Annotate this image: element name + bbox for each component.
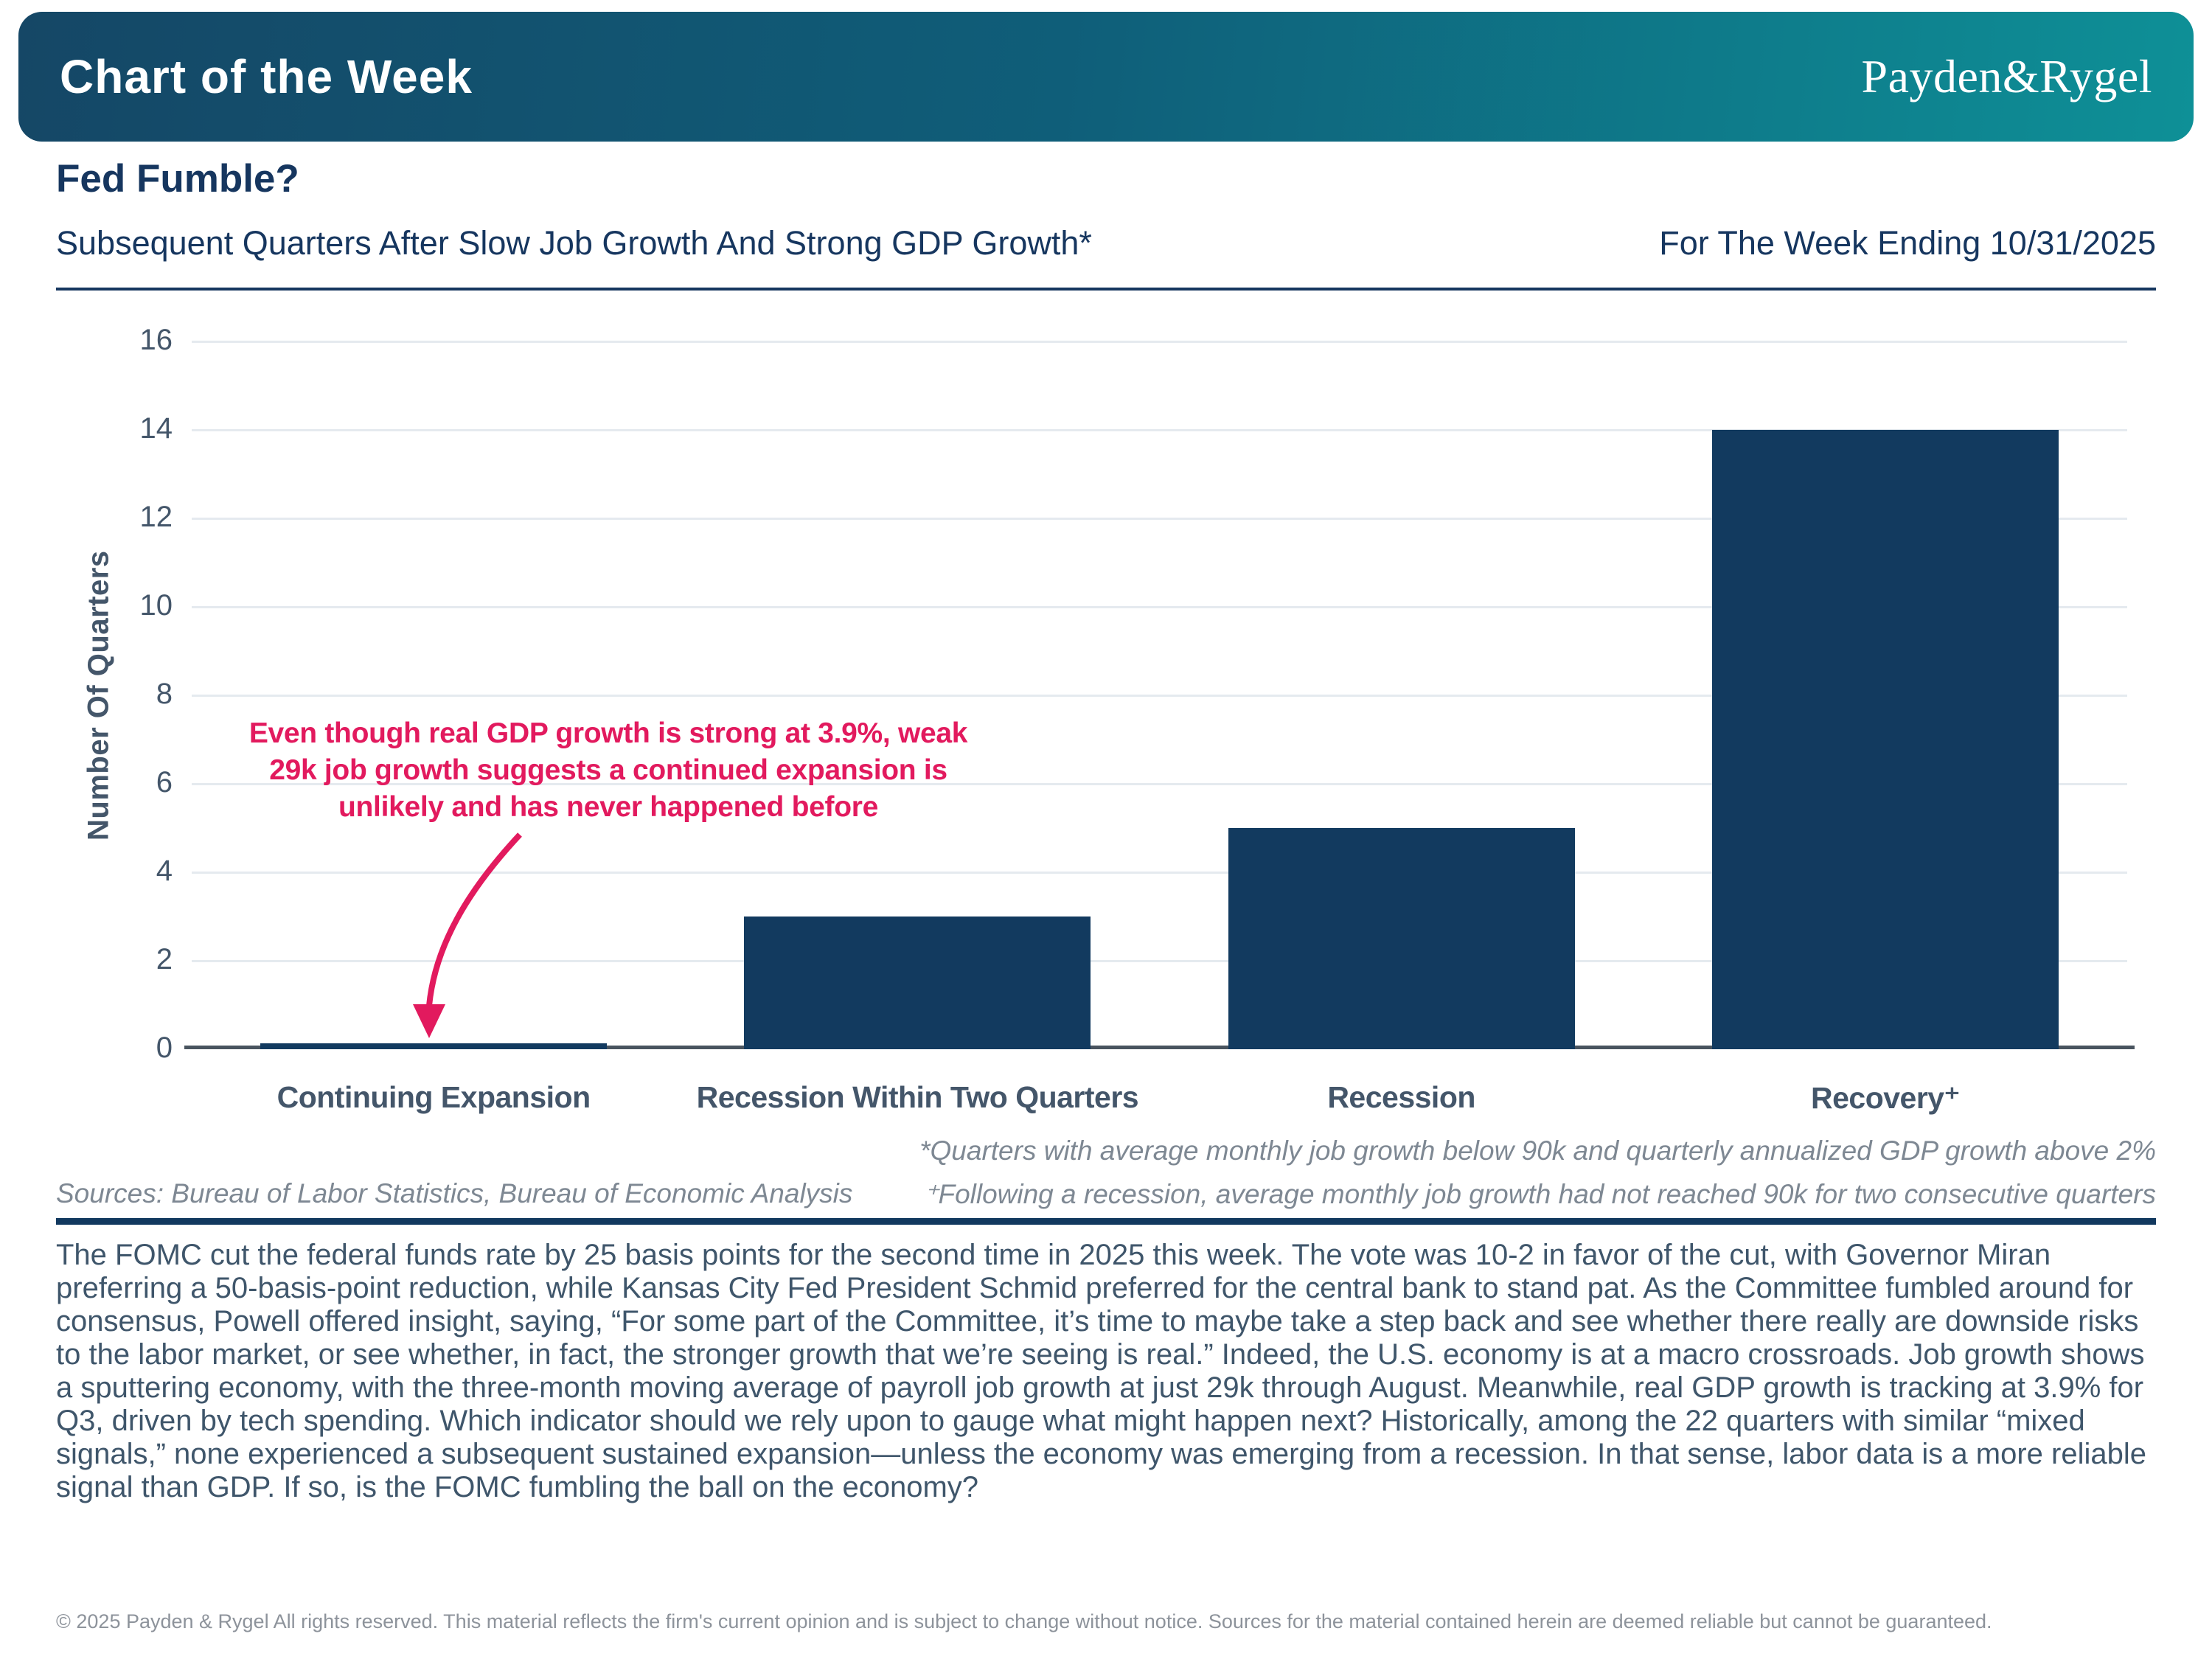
y-tick-label-16: 16 (139, 324, 173, 356)
category-label-4: Recovery⁺ (1810, 1081, 1960, 1115)
gridline-10 (192, 606, 2127, 608)
week-ending-date: For The Week Ending 10/31/2025 (1659, 224, 2156, 262)
header-banner: Chart of the Week Payden&Rygel (18, 12, 2194, 142)
category-label-3: Recession (1327, 1080, 1475, 1114)
payden-rygel-logo: Payden&Rygel (1861, 50, 2152, 102)
banner-title: Chart of the Week (60, 50, 473, 103)
footnote-asterisk: *Quarters with average monthly job growt… (919, 1135, 2156, 1166)
y-tick-label-6: 6 (156, 766, 173, 799)
annotation-line-1: Even though real GDP growth is strong at… (248, 717, 968, 749)
annotation-line-3: unlikely and has never happened before (338, 791, 878, 823)
annotation-line-2: 29k job growth suggests a continued expa… (269, 754, 947, 786)
annotation-arrow-icon (413, 832, 522, 1038)
y-tick-label-0: 0 (156, 1032, 173, 1064)
chart-subtitle: Subsequent Quarters After Slow Job Growt… (56, 224, 1092, 262)
gridline-12 (192, 518, 2127, 520)
y-tick-label-14: 14 (139, 412, 173, 445)
header-divider (56, 288, 2156, 291)
bar-3 (1228, 828, 1575, 1049)
bar-1 (260, 1043, 608, 1049)
y-tick-label-8: 8 (156, 678, 173, 710)
chart-annotation: Even though real GDP growth is strong at… (203, 715, 1014, 826)
page-title: Fed Fumble? (56, 157, 299, 201)
bar-4 (1711, 430, 2059, 1049)
sources-line: Sources: Bureau of Labor Statistics, Bur… (56, 1178, 853, 1208)
footnote-plus: ⁺Following a recession, average monthly … (923, 1179, 2156, 1209)
category-label-2: Recession Within Two Quarters (696, 1080, 1139, 1114)
body-divider (56, 1218, 2156, 1225)
gridline-8 (192, 695, 2127, 697)
y-tick-label-10: 10 (139, 589, 173, 622)
copyright-line: © 2025 Payden & Rygel All rights reserve… (56, 1610, 1992, 1632)
y-tick-label-2: 2 (156, 943, 173, 975)
gridline-6 (192, 783, 2127, 785)
plot-area: 0 2 4 6 8 10 12 14 16 Continuing Expansion Recessi… (140, 324, 2135, 1115)
gridline-16 (192, 341, 2127, 343)
y-tick-label-12: 12 (139, 501, 173, 533)
category-label-1: Continuing Expansion (276, 1080, 591, 1114)
commentary-paragraph: The FOMC cut the federal funds rate by 2… (56, 1239, 2146, 1503)
gridline-4 (192, 872, 2127, 874)
y-tick-label-4: 4 (156, 855, 173, 887)
bar-2 (744, 917, 1091, 1049)
gridline-14 (192, 429, 2127, 431)
subtitle-row: Subsequent Quarters After Slow Job Growt… (56, 224, 2156, 262)
gridline-2 (192, 960, 2127, 962)
x-axis-line (184, 1046, 2135, 1049)
